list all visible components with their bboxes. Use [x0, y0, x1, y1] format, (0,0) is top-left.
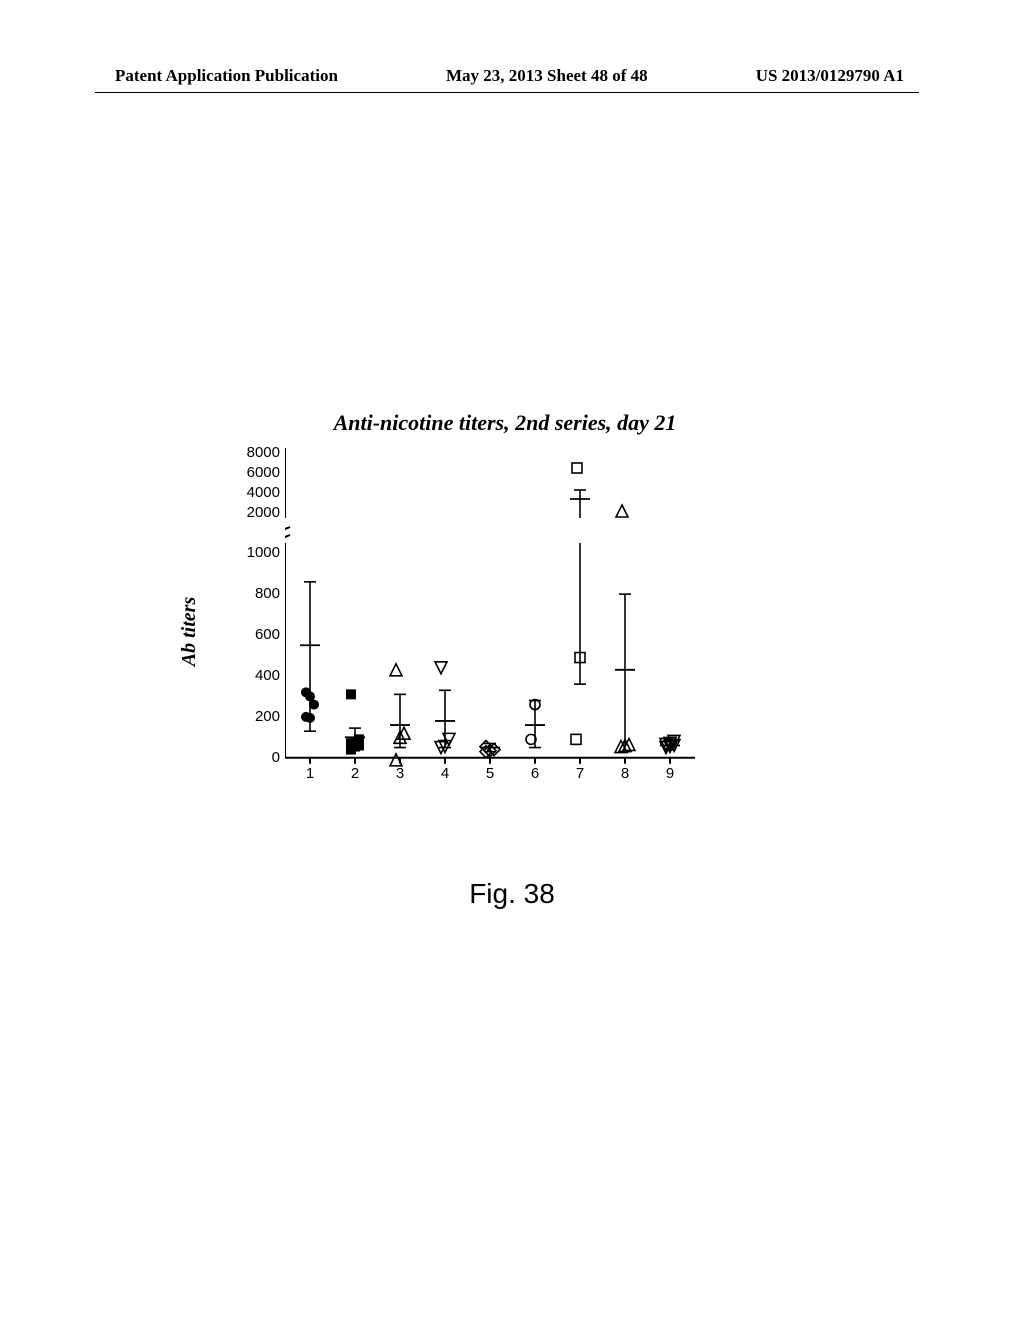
header-publication: Patent Application Publication: [115, 66, 338, 86]
page-header: Patent Application Publication May 23, 2…: [0, 66, 1024, 86]
chart-title: Anti-nicotine titers, 2nd series, day 21: [270, 410, 740, 436]
header-rule: [95, 92, 919, 93]
header-date-sheet: May 23, 2013 Sheet 48 of 48: [446, 66, 648, 86]
figure-caption: Fig. 38: [0, 878, 1024, 910]
chart-container: Anti-nicotine titers, 2nd series, day 21…: [170, 410, 740, 840]
y-axis-label: Ab titers: [178, 597, 201, 666]
scatter-plot-svg: [285, 448, 735, 808]
plot-area: [285, 448, 735, 788]
header-patent-number: US 2013/0129790 A1: [756, 66, 904, 86]
